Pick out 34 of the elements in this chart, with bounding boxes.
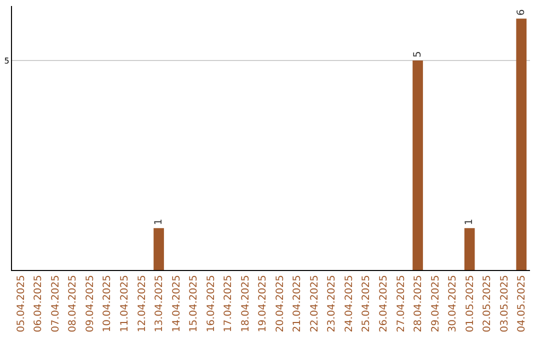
x-tick-label: 05.04.2025 (16, 275, 27, 332)
data-label: 1 (464, 218, 476, 226)
x-tick-label: 20.04.2025 (274, 275, 286, 332)
x-tick-label: 08.04.2025 (68, 275, 79, 332)
x-tick-label: 06.04.2025 (33, 275, 44, 332)
x-tick-label: 30.04.2025 (448, 275, 459, 332)
x-tick-label: 07.04.2025 (50, 275, 62, 332)
x-tick-label: 12.04.2025 (136, 275, 148, 332)
x-tick-label: 22.04.2025 (309, 275, 320, 332)
x-tick-label: 23.04.2025 (326, 275, 338, 332)
x-tick-label: 17.04.2025 (223, 275, 234, 332)
data-label: 5 (412, 51, 424, 58)
data-label: 6 (516, 9, 527, 16)
x-tick-label: 09.04.2025 (84, 275, 96, 332)
x-tick-label: 02.05.2025 (482, 275, 494, 332)
x-tick-label: 04.05.2025 (516, 275, 528, 332)
x-tick-label: 25.04.2025 (361, 275, 372, 332)
x-tick-label: 03.05.2025 (499, 275, 510, 332)
x-tick-label: 11.04.2025 (119, 275, 130, 332)
x-tick-label: 01.05.2025 (464, 275, 476, 332)
x-tick-label: 26.04.2025 (378, 275, 390, 332)
x-tick-label: 13.04.2025 (154, 275, 166, 332)
data-label: 1 (153, 218, 164, 226)
x-tick-label: 14.04.2025 (171, 275, 182, 332)
x-tick-label: 21.04.2025 (292, 275, 304, 332)
x-tick-label: 18.04.2025 (240, 275, 252, 332)
x-tick-label: 27.04.2025 (396, 275, 407, 332)
x-tick-label: 19.04.2025 (258, 275, 269, 332)
x-tick-label: 24.04.2025 (344, 275, 355, 332)
x-tick-label: 16.04.2025 (206, 275, 217, 332)
x-tick-label: 28.04.2025 (413, 275, 424, 332)
x-tick-label: 15.04.2025 (188, 275, 200, 332)
x-tick-label: 10.04.2025 (102, 275, 114, 332)
x-tick-label: 29.04.2025 (430, 275, 442, 332)
